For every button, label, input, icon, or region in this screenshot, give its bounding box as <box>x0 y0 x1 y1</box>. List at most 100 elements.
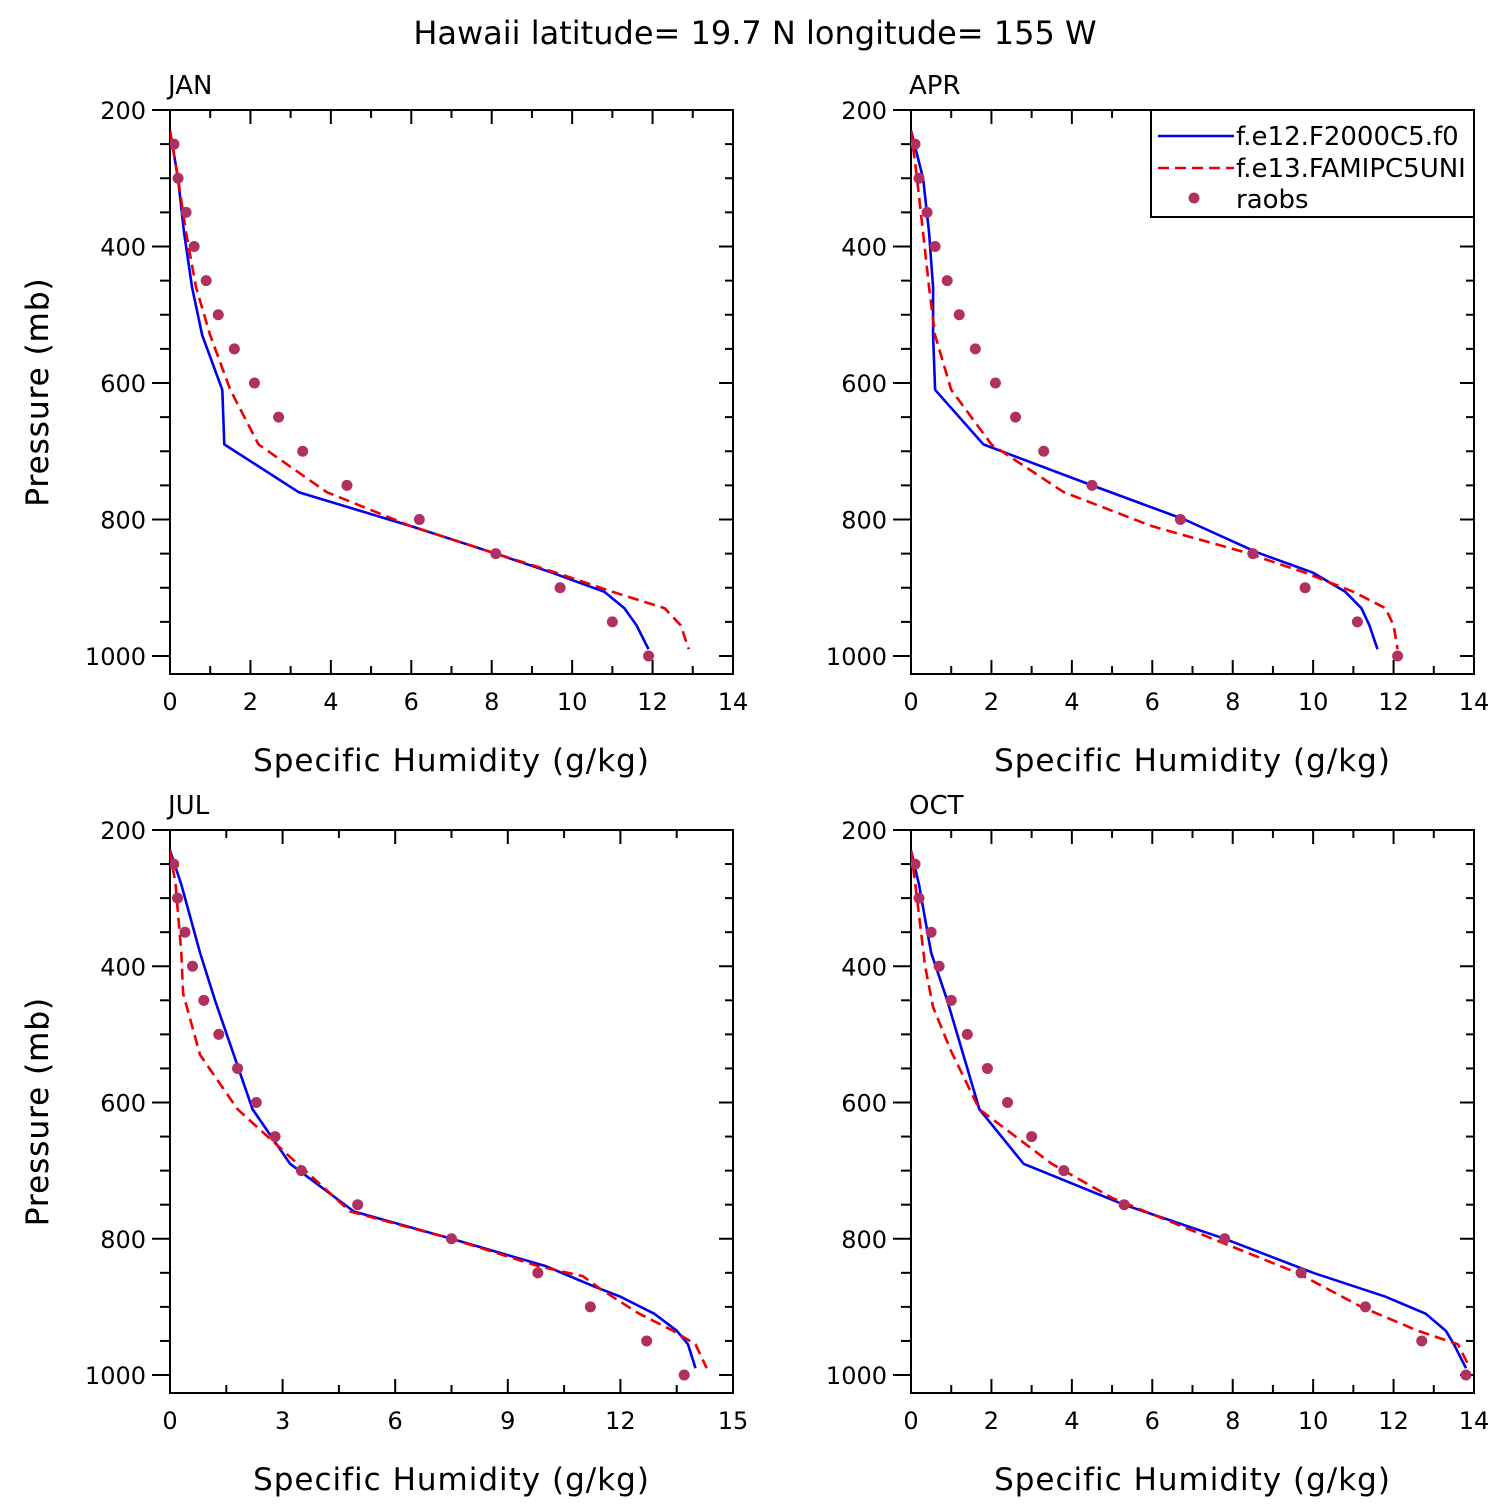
y-tick-label: 1000 <box>826 1362 887 1390</box>
y-tick-label: 1000 <box>85 1362 146 1390</box>
y-tick-label: 800 <box>100 507 146 535</box>
obs-point <box>913 892 925 904</box>
series-line-f-e12 <box>170 849 697 1369</box>
y-tick-label: 1000 <box>826 643 887 671</box>
x-tick-label: 6 <box>1145 1407 1160 1435</box>
obs-point <box>911 138 921 150</box>
obs-point <box>172 892 184 904</box>
panel-jan: JAN 0 2 4 6 8 10 12 14 200 400 600 800 1000 Specific H… <box>20 71 748 779</box>
obs-point <box>187 960 199 972</box>
obs-point <box>929 241 941 252</box>
series-group <box>911 850 1472 1381</box>
x-tick-label: 14 <box>1459 1407 1490 1435</box>
obs-point <box>1392 650 1404 662</box>
x-tick-label: 14 <box>718 688 749 716</box>
obs-point <box>273 411 285 423</box>
y-tick-label: 200 <box>100 97 146 125</box>
x-tick-label: 3 <box>275 1407 290 1435</box>
series-group <box>911 130 1404 662</box>
obs-point <box>941 275 953 287</box>
y-axis-label: Pressure (mb) <box>20 277 56 506</box>
obs-point <box>554 582 566 594</box>
y-tick-label: 800 <box>841 507 887 535</box>
obs-point <box>1118 1199 1130 1211</box>
obs-point <box>678 1369 690 1381</box>
obs-point <box>933 960 945 972</box>
y-tick-label: 800 <box>841 1226 887 1254</box>
x-tick-label: 10 <box>1298 1407 1329 1435</box>
y-axis-label: Pressure (mb) <box>20 997 56 1226</box>
legend-label: f.e13.FAMIPC5UNI <box>1236 154 1466 184</box>
obs-point <box>989 377 1001 389</box>
obs-point <box>1010 411 1022 423</box>
obs-point <box>213 1028 225 1040</box>
obs-point <box>1002 1097 1014 1108</box>
series-line-f-e12 <box>911 850 1468 1369</box>
x-tick-label: 0 <box>162 1407 177 1435</box>
x-tick-label: 6 <box>1145 688 1160 716</box>
obs-point <box>1086 479 1098 491</box>
x-tick-label: 8 <box>1225 688 1240 716</box>
panel-title: JUL <box>166 791 210 821</box>
obs-point <box>641 1335 653 1347</box>
x-tick-label: 4 <box>1064 688 1079 716</box>
obs-point <box>352 1199 364 1211</box>
legend-box <box>1150 109 1475 218</box>
obs-point <box>1295 1267 1307 1279</box>
obs-point <box>172 172 184 184</box>
x-axis-label: Specific Humidity (g/kg) <box>253 743 650 779</box>
obs-point <box>643 650 655 662</box>
x-tick-label: 12 <box>637 688 668 716</box>
obs-point <box>1416 1335 1428 1347</box>
series-line-f-e13 <box>911 850 1472 1369</box>
panel-oct: OCT 0 2 4 6 8 10 12 14 200 400 600 800 1000 Specific H… <box>20 791 1489 1498</box>
obs-point <box>1247 548 1259 560</box>
obs-point <box>198 994 210 1006</box>
x-tick-label: 6 <box>404 688 419 716</box>
obs-point <box>969 343 981 355</box>
x-tick-label: 8 <box>484 688 499 716</box>
series-line-f-e13 <box>170 130 691 650</box>
x-tick-label: 9 <box>500 1407 515 1435</box>
obs-point <box>413 514 425 525</box>
x-tick-label: 4 <box>1064 1407 1079 1435</box>
x-tick-label: 2 <box>984 688 999 716</box>
y-tick-label: 600 <box>841 370 887 398</box>
obs-point <box>490 548 502 560</box>
obs-point <box>250 1097 262 1108</box>
obs-point <box>248 377 260 389</box>
x-axis-label: Specific Humidity (g/kg) <box>253 1462 650 1498</box>
x-tick-label: 10 <box>557 688 588 716</box>
legend-label: raobs <box>1236 185 1309 215</box>
panel-title: OCT <box>909 791 964 821</box>
series-group <box>170 849 708 1381</box>
obs-point <box>945 994 957 1006</box>
obs-point <box>446 1233 457 1245</box>
obs-point <box>961 1028 973 1040</box>
x-tick-label: 0 <box>903 1407 918 1435</box>
x-tick-label: 14 <box>1459 688 1490 716</box>
series-line-f-e13 <box>911 130 1399 650</box>
y-tick-label: 800 <box>100 1226 146 1254</box>
x-tick-label: 2 <box>984 1407 999 1435</box>
x-tick-label: 10 <box>1298 688 1329 716</box>
y-tick-label: 200 <box>100 817 146 845</box>
panel-jul: JUL 0 3 6 9 12 15 200 400 600 800 1000 Specific Humi… <box>20 791 748 1498</box>
x-tick-label: 12 <box>1378 688 1409 716</box>
y-tick-label: 1000 <box>85 643 146 671</box>
x-tick-label: 2 <box>243 688 258 716</box>
x-axis-label: Specific Humidity (g/kg) <box>994 743 1391 779</box>
panel-apr: APR 0 2 4 6 8 10 12 14 200 400 600 800 1000 Specific H… <box>20 71 1489 779</box>
obs-point <box>188 241 200 252</box>
x-tick-label: 6 <box>388 1407 403 1435</box>
obs-point <box>911 858 921 870</box>
y-tick-label: 400 <box>100 953 146 981</box>
obs-point <box>1026 1131 1038 1143</box>
x-tick-label: 12 <box>605 1407 636 1435</box>
obs-point <box>1058 1165 1070 1177</box>
series-line-f-e13 <box>170 850 708 1369</box>
